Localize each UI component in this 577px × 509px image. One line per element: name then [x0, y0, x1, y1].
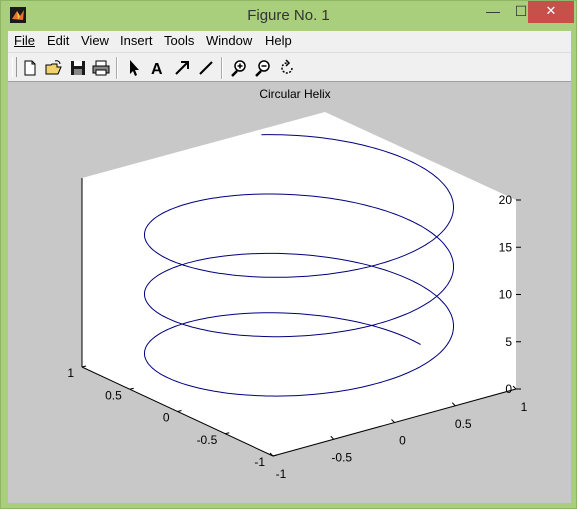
menu-file[interactable]: File	[14, 33, 35, 48]
figure-toolbar: A	[8, 52, 571, 82]
menu-window[interactable]: Window	[206, 33, 253, 48]
x-tick-mark	[225, 432, 230, 435]
rotate-3d-icon[interactable]	[277, 58, 297, 78]
insert-text-icon[interactable]: A	[148, 58, 168, 78]
z-tick-label: 5	[505, 335, 512, 349]
close-button[interactable]: ✕	[528, 1, 574, 23]
y-tick-label: 0	[399, 434, 406, 448]
zoom-out-icon[interactable]	[253, 58, 273, 78]
menu-help[interactable]: Help	[265, 33, 292, 48]
chart-title: Circular Helix	[259, 87, 330, 101]
x-tick-label: -1	[254, 455, 265, 469]
y-tick-label: 1	[521, 400, 528, 414]
x-tick-mark	[129, 387, 134, 390]
z-tick-label: 0	[505, 382, 512, 396]
y-tick-mark	[451, 402, 456, 407]
axes-background	[82, 112, 516, 456]
y-tick-mark	[391, 419, 395, 423]
insert-line-icon[interactable]	[196, 58, 216, 78]
save-icon[interactable]	[68, 58, 88, 78]
open-file-icon[interactable]	[44, 58, 64, 78]
title-bar[interactable]: Figure No. 1 — ☐ ✕	[1, 1, 576, 31]
x-tick-labels: -1 -0.5 0 0.5 1	[67, 366, 265, 469]
axis-ticks	[81, 199, 521, 457]
menu-view[interactable]: View	[81, 33, 109, 48]
toolbar-separator	[116, 57, 118, 79]
y-tick-mark	[330, 435, 335, 440]
helix-series-line	[144, 134, 454, 397]
z-tick-label: 20	[499, 193, 513, 207]
x-tick-mark	[272, 454, 278, 457]
insert-arrow-icon[interactable]	[172, 58, 192, 78]
z-tick-label: 10	[499, 288, 513, 302]
y-tick-labels: -1 -0.5 0 0.5 1	[276, 400, 528, 481]
menu-bar: File Edit View Insert Tools Window Help	[8, 31, 571, 52]
maximize-button[interactable]: ☐	[514, 3, 528, 19]
z-tick-labels: 0 5 10 15 20	[499, 193, 513, 396]
window-title: Figure No. 1	[247, 7, 330, 24]
x-tick-label: 0.5	[105, 388, 122, 402]
svg-text:A: A	[151, 61, 163, 78]
z-tick-label: 15	[499, 240, 513, 254]
y-tick-mark	[512, 385, 517, 390]
edit-plot-arrow-icon[interactable]	[124, 58, 144, 78]
new-figure-icon[interactable]	[20, 58, 40, 78]
matlab-logo-icon	[10, 7, 26, 23]
y-tick-label: -1	[276, 467, 287, 481]
x-tick-label: -0.5	[197, 433, 218, 447]
zoom-in-icon[interactable]	[229, 58, 249, 78]
x-tick-mark	[81, 365, 87, 368]
toolbar-separator	[221, 57, 223, 79]
minimize-button[interactable]: —	[486, 3, 500, 19]
y-tick-label: 0.5	[455, 417, 472, 431]
menu-insert[interactable]: Insert	[120, 33, 153, 48]
x-tick-mark	[177, 410, 182, 412]
menu-tools[interactable]: Tools	[164, 33, 195, 48]
figure-client-area: File Edit View Insert Tools Window Help	[8, 31, 571, 503]
toolbar-grip[interactable]	[12, 57, 17, 77]
x-tick-label: 1	[67, 366, 74, 380]
menu-edit[interactable]: Edit	[47, 33, 70, 48]
y-tick-mark	[269, 452, 274, 457]
x-tick-label: 0	[163, 411, 170, 425]
y-tick-label: -0.5	[331, 450, 352, 464]
print-icon[interactable]	[91, 58, 111, 78]
